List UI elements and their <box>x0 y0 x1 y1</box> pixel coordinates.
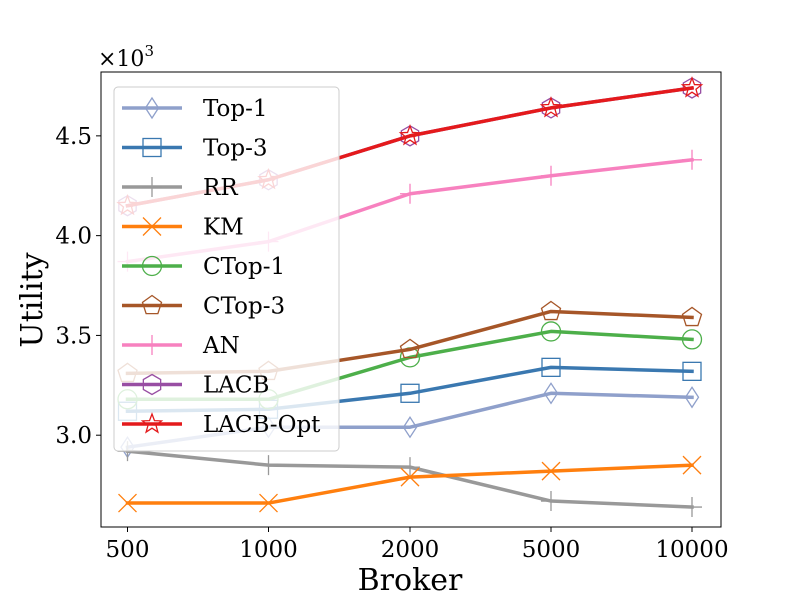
x-tick-label: 500 <box>106 537 150 563</box>
data-point-km <box>400 467 420 487</box>
y-axis: 3.0 3.5 4.0 4.5 <box>55 124 101 449</box>
legend-swatch-marker <box>142 177 162 197</box>
data-point-ctop-3 <box>540 300 562 321</box>
legend: Top-1 Top-3 RR KM CTop-1 CTop-3 AN LACB LACB-Opt <box>113 86 340 452</box>
data-point-rr <box>682 497 702 518</box>
legend-label: LACB-Opt <box>203 412 321 438</box>
data-point-ctop-1 <box>681 329 703 350</box>
legend-item-lacb-opt: LACB-Opt <box>122 412 321 438</box>
x-tick-label: 2000 <box>381 537 440 563</box>
y-tick-label: 3.0 <box>55 423 92 449</box>
data-point-rr <box>541 491 561 512</box>
data-point-km <box>682 455 702 475</box>
y-scale-exponent: 3 <box>144 42 154 60</box>
data-point-km <box>118 493 137 513</box>
data-point-ctop-3 <box>681 306 703 327</box>
series-km <box>118 455 702 513</box>
x-tick-label: 10000 <box>655 537 728 563</box>
legend-swatch-marker <box>144 96 160 120</box>
data-point-lacb <box>400 125 420 147</box>
legend-swatch-marker <box>142 137 162 158</box>
legend-swatch-marker <box>142 335 162 355</box>
data-point-an <box>400 183 420 204</box>
legend-box <box>113 86 340 452</box>
legend-label: CTop-1 <box>203 254 285 280</box>
data-point-ctop-1 <box>540 321 562 342</box>
x-axis-title: Broker <box>358 563 463 598</box>
data-point-top-3 <box>400 383 420 403</box>
legend-item-ctop-1: CTop-1 <box>122 254 285 280</box>
data-point-an <box>682 149 702 170</box>
x-tick-label: 5000 <box>522 537 581 563</box>
legend-label: CTop-3 <box>203 294 285 320</box>
y-tick-label: 4.5 <box>55 124 92 150</box>
data-point-top-3 <box>682 361 702 381</box>
legend-label: AN <box>202 333 240 359</box>
legend-label: KM <box>203 215 244 241</box>
legend-item-km: KM <box>122 215 244 241</box>
data-point-ctop-3 <box>399 338 421 359</box>
legend-swatch-marker <box>142 373 162 396</box>
data-point-lacb-opt <box>680 76 704 98</box>
data-point-top-1 <box>543 382 559 405</box>
data-point-lacb <box>682 77 702 99</box>
data-point-lacb-opt <box>398 124 422 146</box>
legend-item-ctop-3: CTop-3 <box>122 294 285 320</box>
legend-label: LACB <box>203 373 269 399</box>
y-tick-label: 3.5 <box>55 323 92 349</box>
data-point-lacb-opt <box>539 96 563 118</box>
y-axis-title: Utility <box>15 252 50 347</box>
legend-item-an: AN <box>122 333 240 359</box>
data-point-rr <box>258 455 279 476</box>
legend-label: Top-3 <box>203 136 268 162</box>
data-point-top-3 <box>541 357 561 378</box>
legend-label: Top-1 <box>203 96 268 122</box>
legend-swatch-marker <box>141 294 163 315</box>
x-tick-label: 1000 <box>239 537 298 563</box>
legend-item-rr: RR <box>122 175 238 201</box>
legend-swatch-marker <box>142 217 162 236</box>
legend-swatch-marker <box>140 412 164 434</box>
data-point-top-1 <box>684 386 700 409</box>
y-scale-label: ×103 <box>98 42 154 72</box>
legend-swatch-marker <box>141 255 163 277</box>
legend-label: RR <box>203 175 238 201</box>
data-point-an <box>541 165 561 186</box>
legend-item-top-1: Top-1 <box>122 96 268 122</box>
plot-frame <box>100 71 722 528</box>
x-axis: 500 1000 2000 5000 10000 <box>106 527 729 563</box>
y-tick-label: 4.0 <box>55 224 92 250</box>
data-point-km <box>259 493 278 513</box>
data-point-rr <box>400 457 420 478</box>
data-point-top-1 <box>402 416 418 439</box>
legend-item-top-3: Top-3 <box>122 136 268 162</box>
data-point-lacb <box>541 97 561 119</box>
legend-item-lacb: LACB <box>122 373 269 399</box>
data-point-km <box>541 461 561 481</box>
